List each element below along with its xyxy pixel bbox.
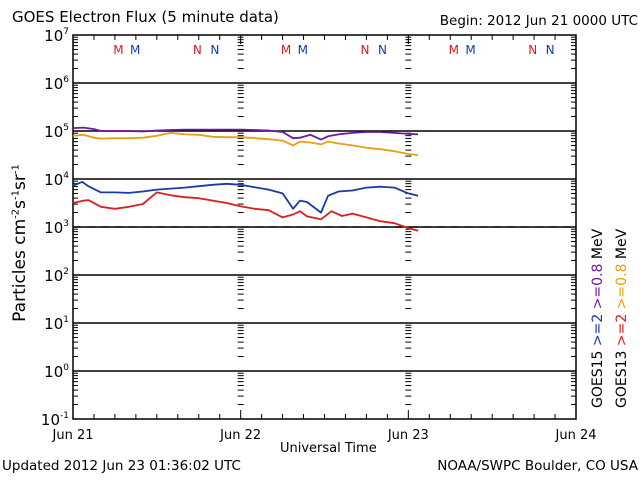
y-tick-label: 106	[44, 75, 69, 93]
begin-time: Begin: 2012 Jun 21 0000 UTC	[439, 13, 638, 29]
y-tick-label: 102	[44, 267, 69, 285]
series-line-goes15-0-8-mev	[72, 126, 419, 141]
x-tick-label: Jun 23	[387, 428, 429, 443]
legend-unit: MeV	[614, 228, 630, 260]
local-time-marker-m: M	[113, 43, 123, 57]
local-time-marker-m: M	[465, 43, 475, 57]
y-tick-label: 10-1	[41, 411, 69, 429]
local-time-marker-n: N	[528, 43, 537, 57]
legend-entry: >=0.8	[590, 259, 606, 310]
chart-title: GOES Electron Flux (5 minute data)	[12, 8, 279, 26]
credit-text: NOAA/SWPC Boulder, CO USA	[437, 458, 638, 474]
series-line-goes15-2-mev	[72, 180, 419, 214]
local-time-marker-m: M	[449, 43, 459, 57]
legend-satellite: GOES15	[590, 346, 606, 408]
local-time-marker-m: M	[298, 43, 308, 57]
local-time-marker-n: N	[193, 43, 202, 57]
local-time-marker-m: M	[281, 43, 291, 57]
local-time-marker-n: N	[361, 43, 370, 57]
y-tick-label: 101	[44, 315, 69, 333]
legend-goes13: GOES13 >=2 >=0.8 MeV	[614, 229, 630, 408]
local-time-marker-n: N	[210, 43, 219, 57]
y-tick-label: 100	[44, 363, 69, 381]
updated-timestamp: Updated 2012 Jun 23 01:36:02 UTC	[2, 458, 241, 474]
legend-goes15: GOES15 >=2 >=0.8 MeV	[590, 229, 606, 408]
series-line-goes13-2-mev	[72, 191, 419, 232]
y-tick-label: 104	[44, 171, 69, 189]
legend-entry: >=2	[590, 309, 606, 347]
legend-satellite: GOES13	[614, 346, 630, 408]
plot-frame	[72, 34, 577, 420]
x-tick-label: Jun 21	[52, 428, 94, 443]
x-tick-label: Jun 24	[555, 428, 597, 443]
local-time-marker-n: N	[546, 43, 555, 57]
local-time-marker-n: N	[378, 43, 387, 57]
y-tick-label: 105	[44, 123, 69, 141]
legend-entry: >=2	[614, 309, 630, 347]
y-tick-label: 107	[44, 27, 69, 45]
y-tick-label: 103	[44, 219, 69, 237]
legend-entry: >=0.8	[614, 259, 630, 310]
local-time-marker-m: M	[130, 43, 140, 57]
series-line-goes13-0-8-mev	[72, 131, 419, 156]
x-tick-label: Jun 22	[219, 428, 261, 443]
x-axis-label: Universal Time	[280, 441, 377, 456]
legend-unit: MeV	[590, 228, 606, 260]
